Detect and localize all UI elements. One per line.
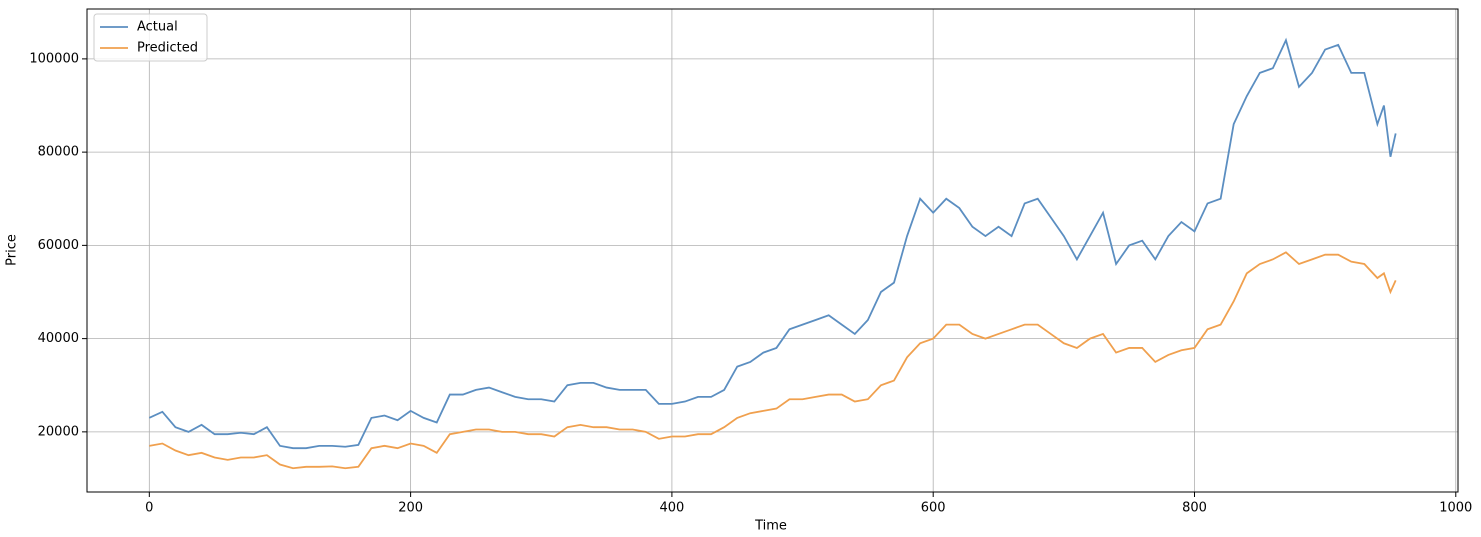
y-axis-label: Price (5, 234, 20, 266)
legend: Actual Predicted (93, 13, 208, 62)
x-tick-label: 400 (659, 501, 684, 516)
x-tick-label: 200 (398, 501, 423, 516)
data-line (148, 37, 1397, 450)
y-tick-label: 80000 (38, 145, 79, 160)
y-tick-label: 40000 (38, 331, 79, 346)
legend-box (93, 13, 208, 62)
x-axis-label: Time (754, 519, 787, 534)
y-tick-label: 100000 (29, 51, 79, 66)
x-tick-label: 800 (1182, 501, 1207, 516)
data-line (149, 251, 1397, 470)
x-tick-label: 600 (921, 501, 946, 516)
x-tick-label: 1000 (1439, 501, 1472, 516)
y-tick-label: 20000 (38, 424, 79, 439)
plot-frame (86, 8, 1459, 493)
x-tick-label: 0 (145, 501, 153, 516)
legend-label: Actual (137, 20, 178, 35)
y-tick-label: 60000 (38, 238, 79, 253)
legend-label: Predicted (137, 41, 198, 56)
